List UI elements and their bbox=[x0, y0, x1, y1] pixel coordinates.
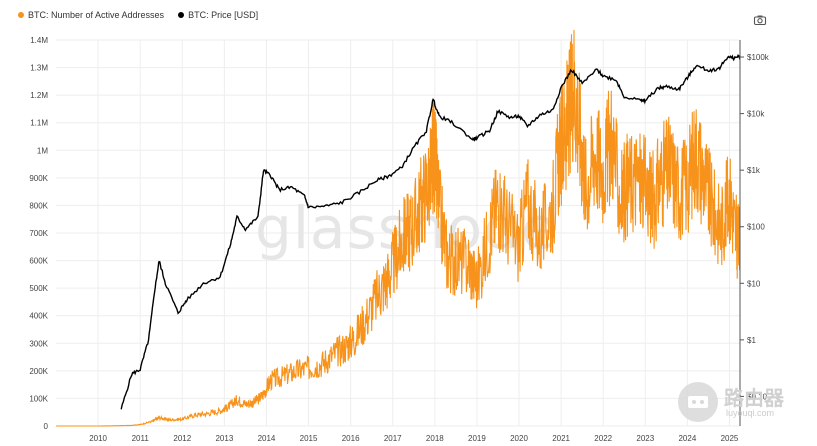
x-tick-label: 2016 bbox=[342, 434, 360, 443]
x-tick-label: 2018 bbox=[426, 434, 444, 443]
y-left-tick-label: 400K bbox=[29, 312, 48, 321]
x-tick-label: 2023 bbox=[636, 434, 654, 443]
x-tick-label: 2011 bbox=[132, 434, 150, 443]
y-left-tick-label: 1.1M bbox=[30, 119, 48, 128]
y-left-tick-label: 700K bbox=[29, 229, 48, 238]
x-tick-label: 2019 bbox=[468, 434, 486, 443]
x-tick-label: 2017 bbox=[384, 434, 402, 443]
x-axis: 2010 2011 2012 2013 2014 2015 2016 2017 2018 2019… bbox=[89, 434, 739, 443]
legend-label-active-addresses: BTC: Number of Active Addresses bbox=[28, 10, 165, 20]
chart-legend: BTC: Number of Active Addresses BTC: Pri… bbox=[18, 10, 258, 20]
legend-item-active-addresses[interactable]: BTC: Number of Active Addresses bbox=[18, 10, 164, 20]
y-right-tick-label: $10 bbox=[747, 279, 761, 288]
y-right-tick-label: $100k bbox=[747, 53, 770, 62]
camera-icon[interactable] bbox=[753, 13, 767, 27]
y-left-tick-label: 1M bbox=[37, 146, 48, 155]
left-axis: 0 100K 200K 300K 400K 500K 600K 700K 800K 900K 1M 1… bbox=[29, 36, 48, 431]
x-tick-label: 2013 bbox=[215, 434, 233, 443]
y-left-tick-label: 200K bbox=[29, 367, 48, 376]
y-right-tick-label: $10k bbox=[747, 110, 765, 119]
x-tick-label: 2025 bbox=[721, 434, 739, 443]
y-right-tick-label: $1 bbox=[747, 336, 756, 345]
legend-label-price: BTC: Price [USD] bbox=[188, 10, 259, 20]
series-line-active-addresses bbox=[56, 29, 741, 427]
x-tick-label: 2012 bbox=[173, 434, 191, 443]
site-watermark: 路由器 luyouqi.com bbox=[672, 380, 808, 424]
x-tick-label: 2022 bbox=[594, 434, 612, 443]
y-right-tick-label: $100 bbox=[747, 223, 765, 232]
y-right-tick-label: $0.10 bbox=[747, 392, 768, 401]
y-left-tick-label: 0 bbox=[44, 422, 49, 431]
y-left-tick-label: 300K bbox=[29, 339, 48, 348]
site-watermark-sub: luyouqi.com bbox=[726, 408, 775, 418]
x-tick-label: 2020 bbox=[510, 434, 528, 443]
legend-swatch-active-addresses bbox=[18, 12, 24, 18]
y-left-tick-label: 900K bbox=[29, 174, 48, 183]
y-left-tick-label: 1.4M bbox=[30, 36, 48, 45]
x-tick-label: 2015 bbox=[300, 434, 318, 443]
x-tick-label: 2024 bbox=[678, 434, 696, 443]
y-left-tick-label: 100K bbox=[29, 394, 48, 403]
y-right-tick-label: $1k bbox=[747, 166, 761, 175]
x-tick-label: 2010 bbox=[89, 434, 107, 443]
right-axis: $0.10 $1 $10 $100 $1k $10k $100k bbox=[739, 40, 770, 426]
legend-item-price[interactable]: BTC: Price [USD] bbox=[178, 10, 258, 20]
y-left-tick-label: 600K bbox=[29, 257, 48, 266]
y-left-tick-label: 500K bbox=[29, 284, 48, 293]
y-left-tick-label: 800K bbox=[29, 201, 48, 210]
series-layer bbox=[56, 29, 741, 427]
site-watermark-main: 路由器 bbox=[724, 386, 784, 410]
legend-swatch-price bbox=[178, 12, 185, 18]
series-line-price bbox=[120, 54, 741, 410]
y-left-tick-label: 1.3M bbox=[30, 64, 48, 73]
y-left-tick-label: 1.2M bbox=[30, 91, 48, 100]
x-tick-label: 2014 bbox=[258, 434, 276, 443]
x-tick-label: 2021 bbox=[552, 434, 570, 443]
